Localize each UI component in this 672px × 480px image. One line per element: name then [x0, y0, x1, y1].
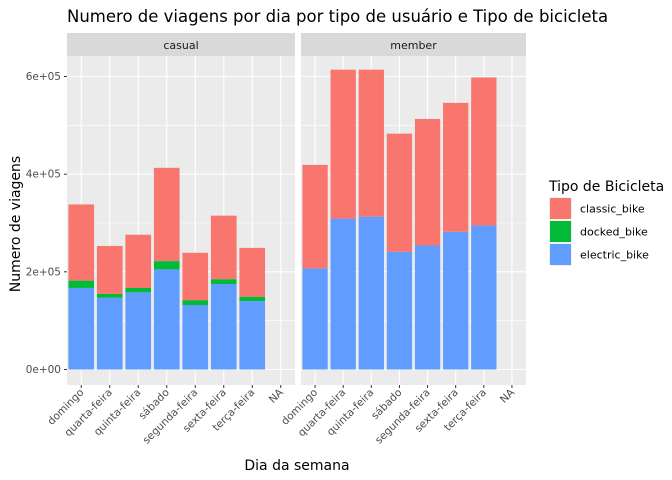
legend-label: electric_bike: [580, 249, 649, 262]
bar-segment-docked-bike: [182, 300, 209, 306]
y-tick-label: 6e+05: [26, 71, 61, 83]
bar-segment-classic-bike: [386, 133, 413, 252]
bar-segment-classic-bike: [182, 252, 209, 301]
bar-segment-electric-bike: [68, 287, 95, 370]
bar-segment-docked-bike: [153, 261, 180, 270]
bar-segment-docked-bike: [96, 293, 123, 298]
panel-member: memberdomingoquarta-feiraquinta-feirasáb…: [279, 33, 526, 446]
bar-segment-classic-bike: [210, 215, 237, 280]
bar-segment-electric-bike: [239, 301, 266, 370]
y-axis: 0e+00 2e+05 4e+05 6e+05: [26, 71, 67, 376]
legend-item-classic-bike: classic_bike: [549, 197, 645, 220]
facet-strip: [301, 33, 526, 56]
panel-casual: casualdomingoquarta-feiraquinta-feirasáb…: [45, 33, 295, 446]
panels: casualdomingoquarta-feiraquinta-feirasáb…: [26, 33, 526, 446]
bar-segment-classic-bike: [302, 164, 328, 269]
bar-segment-classic-bike: [68, 204, 95, 281]
bar-segment-docked-bike: [125, 287, 152, 293]
bar-segment-electric-bike: [386, 251, 413, 370]
chart-title: Numero de viagens por dia por tipo de us…: [67, 7, 608, 26]
bar-segment-classic-bike: [125, 234, 152, 288]
legend-title: Tipo de Bicicleta: [548, 179, 664, 195]
legend: Tipo de Bicicleta classic_bike docked_bik…: [548, 179, 664, 266]
bar-segment-classic-bike: [443, 102, 469, 232]
bar-segment-electric-bike: [182, 305, 209, 370]
legend-label: docked_bike: [580, 226, 648, 239]
bar-segment-electric-bike: [443, 231, 469, 370]
bar-segment-electric-bike: [302, 268, 328, 370]
legend-item-electric-bike: electric_bike: [549, 243, 649, 266]
bar-segment-docked-bike: [239, 296, 266, 302]
x-axis-title: Dia da semana: [244, 458, 349, 474]
bar-segment-classic-bike: [96, 245, 123, 294]
bar-segment-classic-bike: [330, 69, 356, 219]
bar-segment-electric-bike: [471, 225, 497, 370]
x-tick-label: NA: [267, 386, 287, 406]
y-tick-label: 4e+05: [26, 169, 61, 181]
bar-segment-electric-bike: [358, 216, 384, 370]
bar-segment-electric-bike: [125, 292, 152, 370]
bar-segment-docked-bike: [210, 279, 237, 285]
bar-segment-classic-bike: [471, 77, 497, 226]
facet-strip: [67, 33, 295, 56]
bar-segment-classic-bike: [239, 247, 266, 297]
bar-segment-classic-bike: [153, 167, 180, 262]
y-tick-label: 2e+05: [26, 266, 61, 278]
bar-segment-docked-bike: [68, 280, 95, 288]
facet-strip-label: casual: [163, 39, 198, 52]
bar-segment-electric-bike: [414, 245, 441, 370]
legend-swatch: [550, 221, 571, 242]
y-tick-label: 0e+00: [26, 364, 61, 376]
legend-label: classic_bike: [580, 203, 645, 216]
bar-segment-classic-bike: [358, 69, 384, 217]
bar-segment-electric-bike: [153, 269, 180, 370]
bar-segment-electric-bike: [330, 218, 356, 370]
legend-swatch: [550, 198, 571, 219]
y-axis-title: Numero de viagens: [8, 156, 24, 292]
legend-item-docked-bike: docked_bike: [549, 220, 648, 243]
legend-swatch: [550, 244, 571, 265]
bar-segment-classic-bike: [414, 118, 441, 246]
facet-strip-label: member: [390, 39, 437, 52]
x-tick-label: NA: [498, 386, 518, 406]
bar-segment-electric-bike: [210, 284, 237, 370]
bar-segment-electric-bike: [96, 297, 123, 370]
